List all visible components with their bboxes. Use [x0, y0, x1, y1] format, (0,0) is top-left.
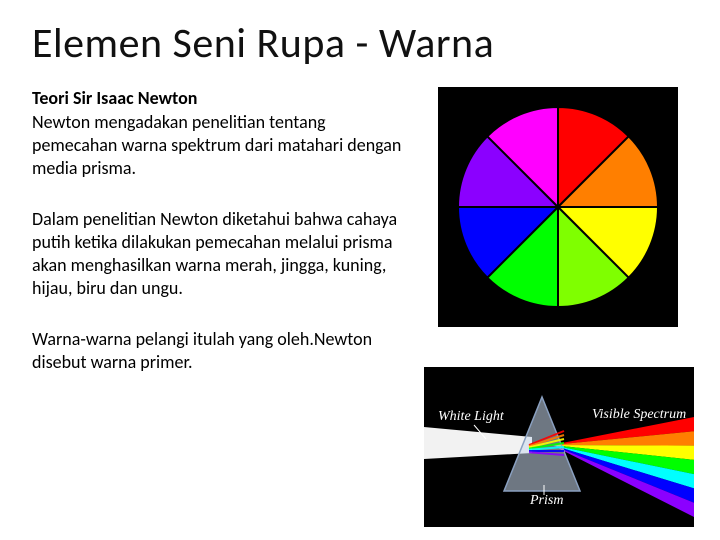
color-wheel-figure	[438, 87, 678, 327]
paragraph-3: Warna-warna pelangi itulah yang oleh.New…	[32, 328, 412, 374]
label-white-light: White Light	[438, 409, 504, 425]
text-column: Teori Sir Isaac Newton Newton mengadakan…	[32, 87, 412, 374]
label-visible-spectrum: Visible Spectrum	[592, 407, 686, 423]
prism-figure: White Light Visible Spectrum Prism	[424, 367, 694, 527]
subheading: Teori Sir Isaac Newton	[32, 87, 412, 109]
figure-column: White Light Visible Spectrum Prism	[430, 87, 688, 374]
label-prism: Prism	[530, 493, 563, 509]
paragraph-1: Newton mengadakan penelitian tentang pem…	[32, 111, 412, 180]
content-row: Teori Sir Isaac Newton Newton mengadakan…	[32, 87, 688, 374]
page-title: Elemen Seni Rupa - Warna	[32, 18, 688, 69]
slide: Elemen Seni Rupa - Warna Teori Sir Isaac…	[0, 0, 720, 540]
paragraph-2: Dalam penelitian Newton diketahui bahwa …	[32, 208, 412, 300]
color-wheel-icon	[448, 97, 668, 317]
